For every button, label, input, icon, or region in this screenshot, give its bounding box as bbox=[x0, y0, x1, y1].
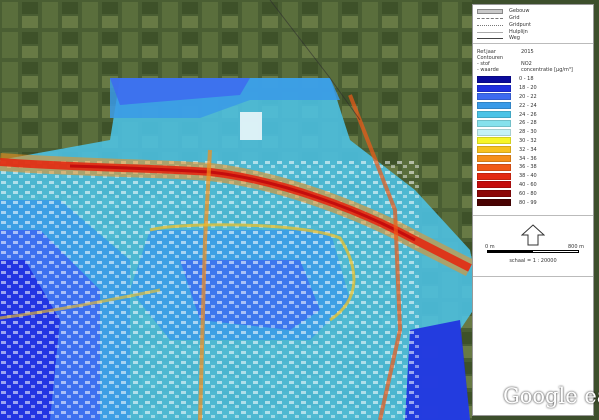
rail-line bbox=[269, 0, 361, 121]
scale-label: 80 - 99 bbox=[519, 199, 537, 206]
concentration-scale: 0 - 18 18 - 20 20 - 22 22 - 24 24 - 26 26 - 2… bbox=[477, 75, 537, 207]
meta-key: Contouren bbox=[477, 55, 504, 61]
meta-key: - waarde bbox=[477, 67, 499, 73]
scale-item: 38 - 40 bbox=[477, 172, 537, 181]
scale-color-swatch bbox=[477, 102, 511, 110]
scale-color-swatch bbox=[477, 128, 511, 136]
legend-item-label: Gridpunt bbox=[509, 22, 531, 28]
scale-label: 30 - 32 bbox=[519, 137, 537, 144]
scale-item: 34 - 36 bbox=[477, 154, 537, 163]
meta-value: concentratie [µg/m³] bbox=[521, 67, 573, 73]
scale-color-swatch bbox=[477, 155, 511, 163]
scale-color-swatch bbox=[477, 199, 511, 207]
legend-item-label: Gebouw bbox=[509, 8, 530, 14]
scale-label: 40 - 60 bbox=[519, 181, 537, 188]
scale-label: 36 - 38 bbox=[519, 164, 537, 171]
legend-item-helpline: Hulplijn bbox=[477, 28, 528, 36]
scale-color-swatch bbox=[477, 190, 511, 198]
road-west bbox=[0, 288, 161, 320]
scale-label: 22 - 24 bbox=[519, 102, 537, 109]
grid-swatch bbox=[477, 17, 503, 19]
scale-color-swatch bbox=[477, 119, 511, 127]
meta-key: - stof bbox=[477, 61, 490, 67]
scale-item: 18 - 20 bbox=[477, 84, 537, 93]
highway-contour-60-80 bbox=[69, 164, 416, 242]
scale-color-swatch bbox=[477, 181, 511, 189]
google-earth-logo: Google ea bbox=[503, 384, 599, 408]
meta-key: Ref.jaar bbox=[477, 49, 496, 55]
road-ring bbox=[149, 223, 356, 322]
scale-item: 60 - 80 bbox=[477, 189, 537, 198]
legend-metadata: Ref.jaar 2015 Contouren - stof NO2 - waard… bbox=[477, 49, 589, 73]
road-north-south bbox=[198, 149, 212, 420]
scale-item: 32 - 34 bbox=[477, 145, 537, 154]
scale-color-swatch bbox=[477, 137, 511, 145]
legend-item-label: Weg bbox=[509, 35, 520, 41]
scalebar-caption: schaal = 1 : 20000 bbox=[509, 258, 557, 264]
scale-label: 24 - 26 bbox=[519, 111, 537, 118]
legend-item-road: Weg bbox=[477, 34, 520, 42]
scale-label: 34 - 36 bbox=[519, 155, 537, 162]
contour-zone-southeast bbox=[405, 320, 470, 420]
scale-label: 38 - 40 bbox=[519, 173, 537, 180]
scalebar-left-label: 0 m bbox=[485, 244, 495, 250]
helpline-swatch bbox=[477, 31, 503, 33]
legend-item-label: Hulplijn bbox=[509, 29, 528, 35]
road-east bbox=[348, 94, 403, 420]
scale-label: 28 - 30 bbox=[519, 129, 537, 136]
legend-base-items: Gebouw Grid Gridpunt Hulplijn Weg bbox=[473, 5, 593, 44]
scale-item: 22 - 24 bbox=[477, 101, 537, 110]
map-legend: Gebouw Grid Gridpunt Hulplijn Weg Ref.ja… bbox=[472, 4, 594, 416]
scale-label: 18 - 20 bbox=[519, 85, 537, 92]
scale-label: 60 - 80 bbox=[519, 190, 537, 197]
scale-color-swatch bbox=[477, 146, 511, 154]
scale-item: 24 - 26 bbox=[477, 110, 537, 119]
scale-color-swatch bbox=[477, 93, 511, 101]
scale-item: 80 - 99 bbox=[477, 198, 537, 207]
contour-zone-20-22-north bbox=[110, 78, 250, 105]
legend-item-label: Grid bbox=[509, 15, 520, 21]
scale-color-swatch bbox=[477, 172, 511, 180]
legend-item-grid: Grid bbox=[477, 14, 520, 22]
scale-item: 28 - 30 bbox=[477, 128, 537, 137]
gridpoint-swatch bbox=[477, 24, 503, 26]
built-up-area bbox=[0, 160, 420, 420]
building-swatch bbox=[477, 8, 503, 14]
scale-label: 20 - 22 bbox=[519, 93, 537, 100]
legend-item-gridpoint: Gridpunt bbox=[477, 21, 531, 29]
meta-value: NO2 bbox=[521, 61, 532, 67]
scale-color-swatch bbox=[477, 84, 511, 92]
north-arrow-icon bbox=[521, 224, 545, 246]
large-building bbox=[240, 112, 262, 140]
scalebar-right-label: 800 m bbox=[568, 244, 585, 250]
scale-color-swatch bbox=[477, 163, 511, 171]
scale-color-swatch bbox=[477, 111, 511, 119]
scale-item: 40 - 60 bbox=[477, 181, 537, 190]
scale-label: 32 - 34 bbox=[519, 146, 537, 153]
legend-footer: 0 m 800 m schaal = 1 : 20000 bbox=[473, 215, 593, 277]
road-swatch bbox=[477, 37, 503, 39]
scale-item: 30 - 32 bbox=[477, 137, 537, 146]
scale-item: 20 - 22 bbox=[477, 93, 537, 102]
scale-item: 26 - 28 bbox=[477, 119, 537, 128]
scale-color-swatch bbox=[477, 75, 511, 83]
scale-item: 0 - 18 bbox=[477, 75, 537, 84]
scale-item: 36 - 38 bbox=[477, 163, 537, 172]
scalebar bbox=[487, 250, 579, 253]
scale-label: 0 - 18 bbox=[519, 76, 534, 83]
legend-item-building: Gebouw bbox=[477, 7, 529, 15]
scale-label: 26 - 28 bbox=[519, 120, 537, 127]
meta-value: 2015 bbox=[521, 49, 534, 55]
map-canvas[interactable] bbox=[0, 0, 472, 420]
